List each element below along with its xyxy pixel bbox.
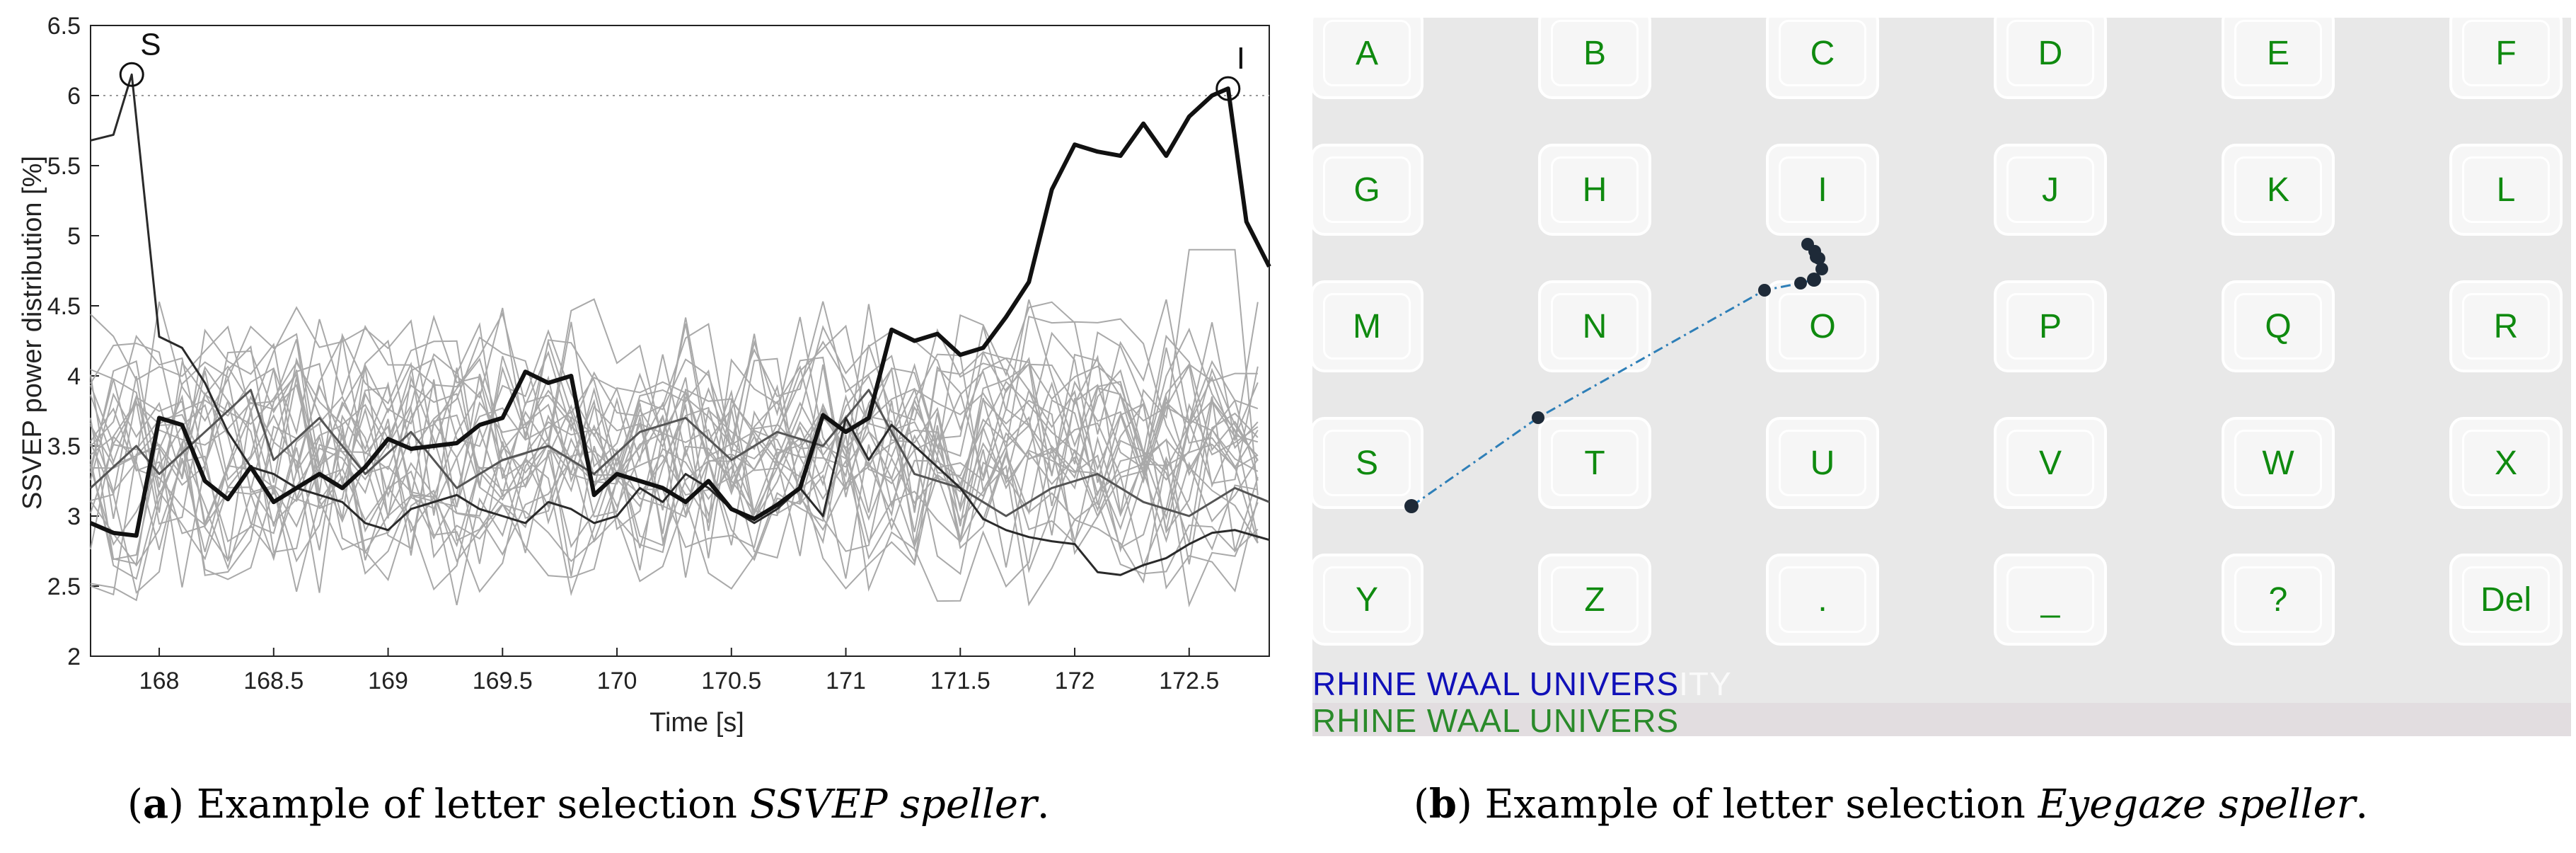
y-tick-label: 2.5	[47, 573, 81, 600]
input-strip	[1312, 703, 2571, 736]
trial-line	[90, 388, 1259, 552]
y-tick-label: 5	[67, 223, 81, 250]
target-text: RHINE WAAL UNIVERSITY	[1312, 665, 1732, 702]
key-d[interactable]: D	[1994, 18, 2107, 99]
trial-line	[90, 357, 1258, 526]
trial-line	[90, 304, 1259, 472]
gaze-point	[1532, 411, 1544, 424]
x-tick-label: 172	[1055, 668, 1095, 694]
trial-line	[90, 314, 1259, 483]
x-tick-label: 172.5	[1159, 668, 1219, 694]
background-trials	[90, 248, 1259, 608]
key-t[interactable]: T	[1538, 417, 1651, 509]
series-lines	[89, 73, 1271, 576]
key-r[interactable]: R	[2449, 280, 2563, 372]
trial-line	[90, 328, 1259, 481]
x-axis-label: Time [s]	[649, 708, 744, 738]
key-underscore[interactable]: _	[1994, 554, 2107, 646]
y-tick-label: 5.5	[47, 153, 81, 180]
key-z[interactable]: Z	[1538, 554, 1651, 646]
x-tick-label: 170	[597, 668, 637, 694]
key-y[interactable]: Y	[1312, 554, 1423, 646]
key-i[interactable]: I	[1766, 144, 1879, 236]
gaze-point	[1404, 499, 1419, 513]
trial-line	[90, 321, 1259, 480]
gaze-trace	[1404, 238, 1828, 513]
trial-line	[90, 400, 1259, 565]
y-tick-label: 4.5	[47, 293, 81, 320]
gaze-point	[1758, 284, 1771, 297]
y-tick-label: 6.5	[47, 13, 81, 40]
key-a[interactable]: A	[1312, 18, 1423, 99]
x-tick-label: 168.5	[243, 668, 304, 694]
key-w[interactable]: W	[2222, 417, 2335, 509]
selection-marker	[119, 62, 144, 87]
ssvep-chart: 168 168.5 169 169.5 170 170.5 171 171.5 172 172.5…	[18, 13, 1271, 738]
key-g[interactable]: G	[1312, 144, 1423, 236]
key-l[interactable]: L	[2449, 144, 2563, 236]
y-axis-label: SSVEP power distribution [%]	[18, 156, 47, 510]
x-tick-label: 170.5	[701, 668, 761, 694]
trial-line	[90, 434, 1259, 602]
x-tick-label: 171	[826, 668, 866, 694]
trial-line	[90, 428, 1259, 596]
x-tick-label: 169	[368, 668, 408, 694]
trial-line	[90, 350, 1259, 517]
key-s[interactable]: S	[1312, 417, 1423, 509]
series-line-bold-black	[89, 86, 1271, 538]
key-h[interactable]: H	[1538, 144, 1651, 236]
key-u[interactable]: U	[1766, 417, 1879, 509]
y-tick-label: 3.5	[47, 433, 81, 460]
key-j[interactable]: J	[1994, 144, 2107, 236]
gaze-point	[1815, 263, 1828, 275]
key-o[interactable]: O	[1766, 280, 1879, 372]
gaze-point	[1807, 273, 1821, 287]
trial-line	[90, 384, 1259, 553]
caption-b: (b) Example of letter selection Eyegaze …	[1414, 781, 2369, 828]
y-tick-label: 3	[67, 503, 81, 530]
key-v[interactable]: V	[1994, 417, 2107, 509]
series-line-thin-black	[90, 73, 1270, 576]
key-q[interactable]: Q	[2222, 280, 2335, 372]
key-p[interactable]: P	[1994, 280, 2107, 372]
selection-marker	[1215, 76, 1241, 101]
key-del[interactable]: Del	[2449, 554, 2563, 646]
gaze-point	[1801, 238, 1814, 251]
y-tick-label: 2	[67, 643, 81, 670]
typed-input: RHINE WAAL UNIVERS	[1312, 702, 1680, 736]
chart-axes: 168 168.5 169 169.5 170 170.5 171 171.5 172 172.5…	[47, 13, 1270, 694]
y-tick-label: 6	[67, 83, 81, 110]
key-x[interactable]: X	[2449, 417, 2563, 509]
gaze-point	[1810, 251, 1823, 263]
key-question[interactable]: ?	[2222, 554, 2335, 646]
key-f[interactable]: F	[2449, 18, 2563, 99]
key-m[interactable]: M	[1312, 280, 1423, 372]
key-e[interactable]: E	[2222, 18, 2335, 99]
y-tick-label: 4	[67, 363, 81, 390]
selection-label: S	[140, 27, 161, 62]
eyegaze-speller: A B C D E F G H I J K L M N O P Q R S T U V W X Y Z. _? Del RHINE W…	[1312, 18, 2571, 736]
gaze-path	[1411, 243, 1823, 508]
key-dot[interactable]: .	[1766, 554, 1879, 646]
x-tick-label: 169.5	[473, 668, 533, 694]
key-c[interactable]: C	[1766, 18, 1879, 99]
trial-line	[90, 374, 1259, 539]
x-tick-label: 168	[139, 668, 180, 694]
gaze-point	[1794, 277, 1807, 290]
key-k[interactable]: K	[2222, 144, 2335, 236]
plot-frame	[90, 25, 1270, 657]
key-b[interactable]: B	[1538, 18, 1651, 99]
trial-line	[90, 403, 1259, 568]
caption-a: (a) Example of letter selection SSVEP sp…	[127, 781, 1050, 828]
trial-line	[90, 299, 1259, 464]
trial-line	[90, 432, 1258, 594]
selection-label: I	[1237, 41, 1245, 76]
key-n[interactable]: N	[1538, 280, 1651, 372]
x-tick-label: 171.5	[930, 668, 990, 694]
series-line-dark-gray	[89, 389, 1270, 517]
